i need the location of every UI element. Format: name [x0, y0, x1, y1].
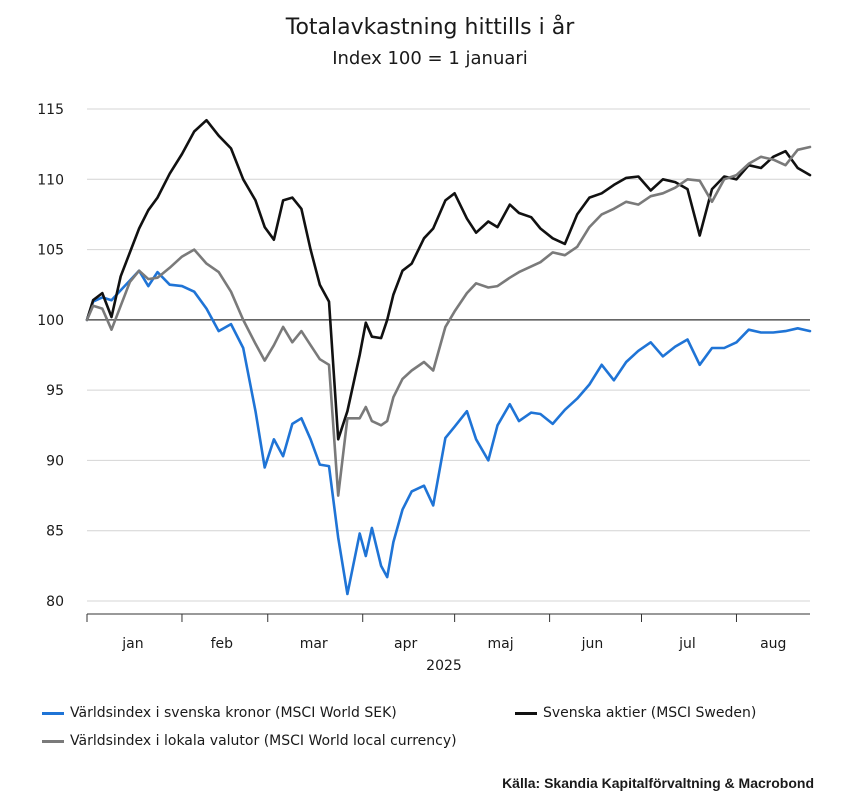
- source-note: Källa: Skandia Kapitalförvaltning & Macr…: [502, 775, 814, 791]
- legend-label: Svenska aktier (MSCI Sweden): [543, 705, 757, 721]
- legend-item-msci-world-local: Världsindex i lokala valutor (MSCI World…: [42, 733, 457, 749]
- series-line-1: [85, 118, 812, 441]
- series-line-0: [85, 269, 812, 596]
- legend-swatch-black: [515, 711, 537, 715]
- x-tick-label: feb: [211, 636, 234, 652]
- legend-label: Världsindex i lokala valutor (MSCI World…: [70, 733, 457, 749]
- x-axis: jan feb mar apr maj jun jul aug: [86, 613, 810, 652]
- legend-label: Världsindex i svenska kronor (MSCI World…: [70, 705, 397, 721]
- y-tick-label: 105: [37, 243, 64, 259]
- series-lines: [85, 118, 812, 596]
- y-tick-label: 110: [37, 172, 64, 188]
- line-chart: Totalavkastning hittills i år Index 100 …: [37, 14, 812, 674]
- legend-item-msci-sweden: Svenska aktier (MSCI Sweden): [515, 705, 756, 721]
- y-tick-label: 100: [37, 313, 64, 329]
- legend-swatch-blue: [42, 711, 64, 715]
- x-tick-label: maj: [488, 636, 514, 652]
- x-tick-label: jan: [121, 636, 143, 652]
- x-tick-label: jun: [581, 636, 604, 652]
- y-tick-label: 90: [46, 453, 64, 469]
- y-tick-label: 115: [37, 102, 64, 118]
- x-tick-label: jul: [678, 636, 696, 652]
- legend-swatch-gray: [42, 739, 64, 743]
- x-axis-label: 2025: [426, 658, 462, 674]
- x-tick-label: aug: [760, 636, 786, 652]
- y-tick-label: 80: [46, 594, 64, 610]
- chart-subtitle: Index 100 = 1 januari: [332, 48, 528, 69]
- y-tick-label: 85: [46, 524, 64, 540]
- chart-title: Totalavkastning hittills i år: [285, 14, 575, 40]
- x-tick-label: apr: [394, 636, 417, 652]
- y-tick-label: 95: [46, 383, 64, 399]
- legend-item-msci-world-sek: Världsindex i svenska kronor (MSCI World…: [42, 705, 397, 721]
- y-axis-tick-labels: 80 85 90 95 100 105 110 115: [37, 102, 64, 610]
- series-line-2: [85, 145, 812, 497]
- x-tick-label: mar: [300, 636, 328, 652]
